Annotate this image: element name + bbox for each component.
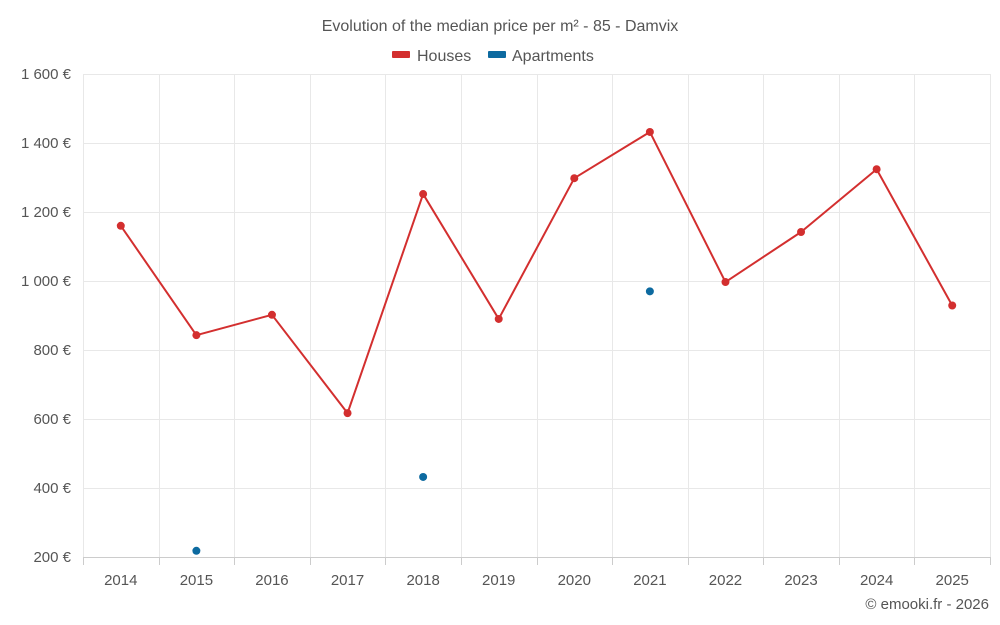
y-tick-label: 1 600 € bbox=[21, 66, 72, 83]
data-point-houses[interactable] bbox=[645, 127, 654, 136]
x-tick-label: 2023 bbox=[784, 572, 817, 589]
x-tick-label: 2016 bbox=[255, 572, 288, 589]
data-point-houses[interactable] bbox=[570, 174, 579, 183]
legend-swatch-apartments bbox=[488, 51, 506, 58]
legend-item-houses[interactable]: Houses bbox=[392, 48, 471, 65]
chart-title: Evolution of the median price per m² - 8… bbox=[322, 18, 679, 35]
x-tick-label: 2021 bbox=[633, 572, 666, 589]
credit-text: © emooki.fr - 2026 bbox=[865, 596, 989, 613]
legend-swatch-houses bbox=[392, 51, 410, 58]
x-tick-label: 2024 bbox=[860, 572, 893, 589]
series bbox=[116, 127, 957, 555]
y-tick-label: 200 € bbox=[33, 549, 71, 566]
legend: Houses Apartments bbox=[392, 48, 594, 65]
y-tick-label: 1 200 € bbox=[21, 204, 72, 221]
y-tick-label: 1 000 € bbox=[21, 273, 72, 290]
x-tick-label: 2018 bbox=[406, 572, 439, 589]
y-axis-ticks: 200 € 400 € 600 € 800 € 1 000 € 1 200 € 1 400 … bbox=[21, 66, 72, 566]
x-tick-label: 2014 bbox=[104, 572, 137, 589]
data-point-houses[interactable] bbox=[494, 314, 503, 323]
x-tick-label: 2015 bbox=[180, 572, 213, 589]
x-tick-label: 2025 bbox=[936, 572, 969, 589]
data-point-houses[interactable] bbox=[192, 331, 201, 340]
x-tick-label: 2017 bbox=[331, 572, 364, 589]
legend-item-apartments[interactable]: Apartments bbox=[488, 48, 594, 65]
data-point-houses[interactable] bbox=[797, 228, 806, 237]
data-point-houses[interactable] bbox=[343, 409, 352, 418]
series-houses bbox=[116, 127, 957, 418]
series-apartments bbox=[192, 287, 654, 555]
y-tick-label: 800 € bbox=[33, 342, 71, 359]
legend-label-houses: Houses bbox=[417, 48, 471, 65]
x-tick-label: 2020 bbox=[558, 572, 591, 589]
x-axis-ticks: 2014 2015 2016 2017 2018 2019 2020 2021 2022 2023… bbox=[104, 572, 969, 589]
data-point-apartments[interactable] bbox=[192, 546, 201, 555]
data-point-apartments[interactable] bbox=[419, 472, 428, 481]
y-tick-label: 600 € bbox=[33, 411, 71, 428]
data-point-houses[interactable] bbox=[872, 165, 881, 174]
data-point-houses[interactable] bbox=[116, 221, 125, 230]
series-line-houses bbox=[119, 130, 954, 415]
data-point-apartments[interactable] bbox=[645, 287, 654, 296]
legend-label-apartments: Apartments bbox=[512, 48, 594, 65]
grid bbox=[83, 74, 991, 557]
x-tick-label: 2022 bbox=[709, 572, 742, 589]
y-tick-label: 400 € bbox=[33, 480, 71, 497]
data-point-houses[interactable] bbox=[267, 310, 276, 319]
data-point-houses[interactable] bbox=[419, 190, 428, 199]
data-point-houses[interactable] bbox=[948, 301, 957, 310]
y-tick-label: 1 400 € bbox=[21, 135, 72, 152]
data-point-houses[interactable] bbox=[721, 278, 730, 287]
x-tick-label: 2019 bbox=[482, 572, 515, 589]
axes bbox=[83, 557, 991, 565]
